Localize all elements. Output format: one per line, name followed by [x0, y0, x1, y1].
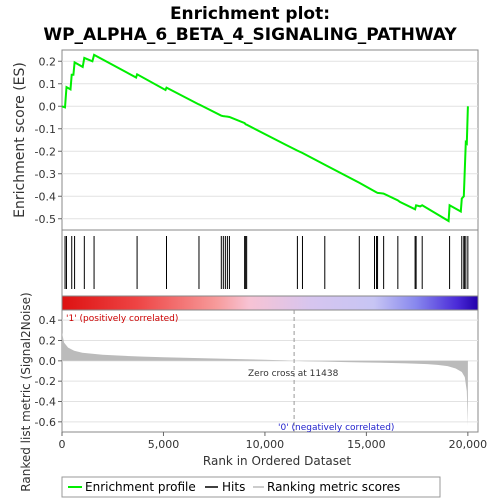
metric-y-axis-label: Ranked list metric (Signal2Noise) — [19, 292, 33, 491]
zero-cross-label: Zero cross at 11438 — [248, 369, 339, 379]
es-tick-label: -0.2 — [35, 145, 56, 158]
metric-x-ticks: 0 5,000 10,000 15,000 20,000 — [59, 432, 488, 451]
es-tick-label: -0.4 — [35, 190, 56, 203]
positive-correlation-label: '1' (positively correlated) — [66, 314, 178, 324]
x-tick-label: 15,000 — [347, 438, 386, 451]
legend-label-hits: Hits — [222, 480, 245, 494]
x-tick-label: 5,000 — [148, 438, 180, 451]
hits-panel-frame — [61, 229, 479, 297]
es-tick-label: 0.1 — [39, 78, 57, 91]
legend-label-ranking: Ranking metric scores — [267, 480, 400, 494]
es-gridlines — [62, 60, 478, 220]
es-tick-label: 0.2 — [39, 55, 57, 68]
metric-gridlines — [62, 319, 478, 423]
x-tick-label: 0 — [59, 438, 66, 451]
legend-box — [61, 476, 441, 498]
rank-color-bar — [61, 295, 479, 311]
metric-tick-label: 0.2 — [39, 335, 57, 348]
metric-tick-label: 0.4 — [39, 314, 57, 327]
metric-x-axis-label: Rank in Ordered Dataset — [203, 454, 351, 468]
es-y-ticks: 0.2 0.1 0.0 -0.1 -0.2 -0.3 -0.4 -0.5 — [35, 55, 62, 226]
metric-plot-frame — [61, 309, 479, 433]
chart-title-line2: WP_ALPHA_6_BETA_4_SIGNALING_PATHWAY — [43, 25, 457, 45]
legend-label-enrichment: Enrichment profile — [85, 480, 196, 494]
x-tick-label: 10,000 — [246, 438, 285, 451]
metric-tick-label: -0.2 — [35, 375, 56, 388]
es-y-axis-label: Enrichment score (ES) — [12, 62, 28, 218]
es-tick-label: -0.3 — [35, 168, 56, 181]
es-plot-frame — [61, 49, 479, 231]
es-tick-label: -0.5 — [35, 213, 56, 226]
chart-title-line1: Enrichment plot: — [170, 4, 330, 24]
es-tick-label: -0.1 — [35, 123, 56, 136]
metric-tick-label: -0.6 — [35, 416, 56, 429]
hit-markers — [64, 236, 469, 289]
es-profile-line — [61, 53, 469, 223]
metric-tick-label: 0.0 — [39, 355, 57, 368]
metric-y-ticks: 0.4 0.2 0.0 -0.2 -0.4 -0.6 — [35, 314, 62, 429]
metric-tick-label: -0.4 — [35, 396, 56, 409]
x-tick-label: 20,000 — [449, 438, 488, 451]
es-tick-label: 0.0 — [39, 100, 57, 113]
negative-correlation-label: '0' (negatively correlated) — [278, 423, 394, 433]
